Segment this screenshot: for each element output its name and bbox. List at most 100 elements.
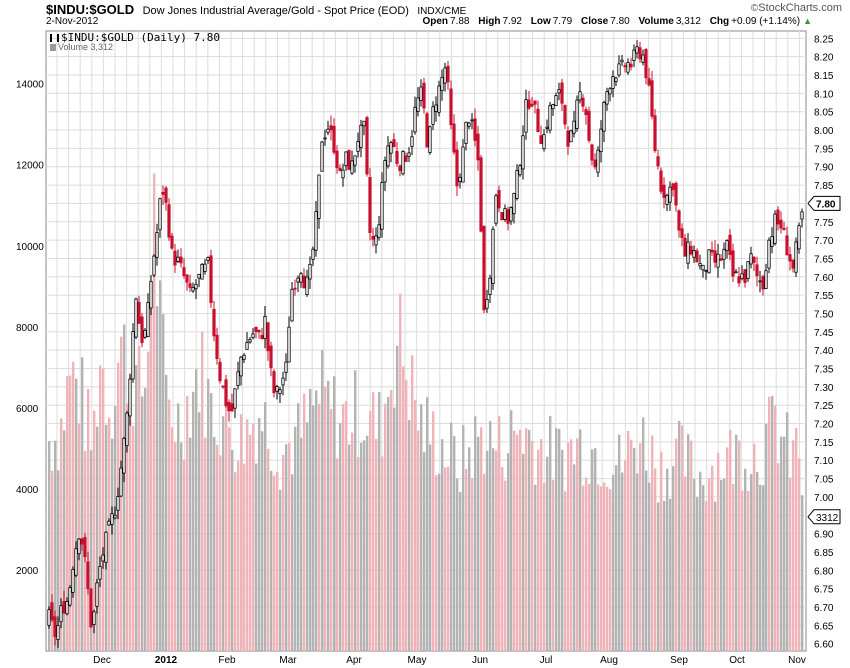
volume-bar [501,466,504,651]
candle-body [773,213,777,244]
price-tick-label: 7.65 [814,254,834,265]
volume-bar [507,453,510,651]
volume-bar [171,427,174,651]
candle-body [674,182,678,206]
brand[interactable]: ©StockCharts.com [751,2,842,14]
volume-bar [513,430,516,651]
volume-bar [237,460,240,651]
volume-value: 3,312 [675,16,701,27]
candle-body [368,176,372,233]
volume-bar [246,419,249,651]
volume-bar [747,491,750,651]
candle-body [296,277,300,283]
volume-bar [417,430,420,651]
volume-label: Volume [638,16,674,27]
candle-body [629,63,633,68]
candle-body [200,264,204,280]
candle-body [413,106,417,133]
volume-bar [264,402,267,651]
volume-bar [537,449,540,651]
close-label: Close [581,16,609,27]
volume-bar [549,415,552,651]
volume-bar [129,372,132,651]
candle-body [314,211,318,251]
volume-bar [630,439,633,651]
candle-body [719,258,723,261]
candle-body [791,259,795,269]
candle-body [683,237,687,257]
candle-body [764,270,768,289]
x-tick-label: Dec [93,655,111,666]
price-legend: $INDU:$GOLD (Daily) 7.80 [50,31,220,44]
volume-bar [177,403,180,651]
volume-bar [243,463,246,651]
volume-bar [651,435,654,651]
candle-body [89,588,93,628]
candle-body [152,255,156,276]
candle-body [626,62,630,73]
volume-bar [198,412,201,651]
candle-body [272,371,276,394]
volume-bar [774,405,777,651]
candle-body [647,78,651,86]
volume-bar [690,440,693,651]
volume-bar [732,483,735,651]
candle-body [77,538,81,555]
volume-bar [420,404,423,651]
volume-bar [741,490,744,651]
candle-body [545,126,549,129]
volume-bar [153,173,156,651]
candle-body [359,124,363,148]
volume-bar [405,379,408,651]
candle-body [398,165,402,172]
candle-body [74,548,78,576]
volume-bar [162,314,165,651]
volume-tick-label: 14000 [16,80,44,91]
candle-body [347,150,351,170]
volume-bar [462,425,465,651]
volume-axis: 14000 12000 10000 8000 6000 4000 2000 3312 [16,80,841,577]
volume-bar [282,454,285,651]
volume-bar [141,396,144,651]
candle-body [527,99,531,109]
x-tick-label: Feb [218,655,236,666]
volume-bar [546,456,549,651]
candle-body [167,204,171,238]
candle-body [431,106,435,125]
candle-body [389,142,393,154]
date-axis: Dec 2012 Feb Mar Apr May Jun Jul Aug Sep Oct Nov [93,655,806,666]
x-tick-label: Aug [600,655,618,666]
volume-bar [135,365,138,651]
candle-body [71,569,75,593]
volume-bar [711,465,714,651]
candle-body [356,141,360,152]
candle-body [410,136,414,147]
volume-bar [726,447,729,651]
x-tick-label: Jul [540,655,553,666]
price-tick-label: 7.90 [814,163,834,174]
volume-bar [372,392,375,651]
volume-bar [576,438,579,651]
candle-body [131,331,135,380]
volume-bar [186,395,189,651]
volume-bar [111,438,114,651]
volume-bar [525,428,528,651]
volume-bar [396,345,399,651]
volume-bar [660,451,663,651]
volume-bar [63,430,66,651]
candle-body [143,330,147,338]
price-tick-label: 6.80 [814,566,834,577]
volume-bar [438,473,441,651]
volume-bar [48,441,51,651]
volume-bar [447,466,450,651]
candle-body [146,301,150,337]
volume-bar [678,420,681,651]
candle-body [290,288,294,322]
candle-body [176,256,180,262]
candle-body [500,212,504,221]
candle-body [107,520,111,526]
volume-bar [600,486,603,651]
last-volume-marker [807,509,841,525]
volume-bar [174,442,177,651]
